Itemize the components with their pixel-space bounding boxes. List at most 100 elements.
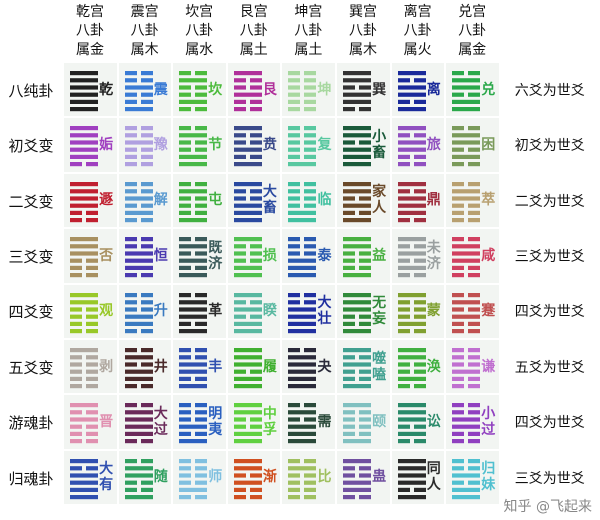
yin-line bbox=[179, 237, 192, 242]
yin-line bbox=[343, 432, 355, 437]
yin-line bbox=[195, 107, 208, 112]
yin-line bbox=[140, 133, 153, 138]
hexagram-cell: 复 bbox=[281, 117, 336, 173]
yin-line bbox=[179, 251, 192, 256]
yang-line bbox=[70, 99, 98, 104]
hexagram-name: 涣 bbox=[426, 358, 441, 375]
column-header: 属水 bbox=[185, 42, 214, 58]
yin-line bbox=[397, 314, 410, 319]
hexagram bbox=[124, 237, 153, 278]
yang-line bbox=[452, 473, 481, 478]
yang-line bbox=[343, 348, 371, 353]
yin-line bbox=[124, 439, 137, 444]
yang-line bbox=[124, 432, 153, 437]
watermark: 知乎 @飞起来 bbox=[503, 499, 592, 515]
yin-line bbox=[195, 147, 208, 153]
yin-line bbox=[397, 328, 410, 333]
yin-line bbox=[304, 251, 317, 256]
row-label: 二爻变 bbox=[8, 192, 54, 211]
yin-line bbox=[397, 306, 410, 312]
yin-line bbox=[124, 99, 137, 104]
hexagram-name: 贲 bbox=[262, 137, 277, 154]
yang-line bbox=[179, 217, 208, 222]
yang-line bbox=[397, 348, 426, 353]
yin-line bbox=[452, 376, 465, 381]
row-note: 初爻为世爻 bbox=[514, 138, 585, 155]
yin-line bbox=[288, 251, 301, 256]
yin-line bbox=[413, 306, 426, 312]
yin-line bbox=[70, 306, 82, 312]
yin-line bbox=[452, 348, 465, 353]
yin-line bbox=[413, 162, 426, 167]
yin-line bbox=[343, 355, 355, 360]
hexagram bbox=[288, 126, 317, 167]
hexagram-name: 小畜 bbox=[372, 129, 387, 162]
yang-line bbox=[124, 210, 153, 215]
hexagram bbox=[179, 237, 208, 278]
yin-line bbox=[359, 314, 371, 319]
yang-line bbox=[70, 458, 98, 463]
yang-line bbox=[233, 203, 262, 208]
yin-line bbox=[179, 85, 192, 90]
yin-line bbox=[179, 147, 192, 153]
yin-line bbox=[413, 369, 426, 374]
yang-line bbox=[124, 265, 153, 271]
hexagram bbox=[452, 181, 481, 222]
yin-line bbox=[304, 92, 317, 97]
column-header: 巽宫 bbox=[349, 4, 377, 20]
hexagram-name: 家人 bbox=[372, 184, 387, 217]
row-label: 归魂卦 bbox=[8, 469, 54, 488]
yin-line bbox=[140, 299, 153, 304]
hexagram-name: 明夷 bbox=[208, 406, 223, 439]
yang-line bbox=[124, 465, 153, 471]
yang-line bbox=[452, 258, 481, 263]
yang-line bbox=[70, 85, 98, 90]
column-header: 属金 bbox=[458, 42, 487, 58]
yang-line bbox=[397, 210, 426, 215]
hexagram bbox=[179, 403, 208, 444]
yin-line bbox=[140, 237, 153, 242]
yang-line bbox=[233, 181, 262, 186]
yin-line bbox=[233, 78, 246, 83]
hexagram bbox=[343, 292, 371, 333]
hexagram bbox=[124, 348, 153, 389]
hexagram-cell: 中孚 bbox=[226, 394, 282, 450]
hexagram bbox=[124, 292, 153, 333]
yin-line bbox=[86, 328, 98, 333]
yin-line bbox=[140, 292, 153, 297]
hexagram-cell: 咸 bbox=[445, 228, 500, 284]
yin-line bbox=[124, 384, 137, 389]
hexagram-name: 坤 bbox=[317, 81, 332, 98]
yin-line bbox=[233, 417, 246, 422]
yin-line bbox=[468, 237, 481, 242]
hexagram-name: 泰 bbox=[317, 247, 332, 264]
column-header: 属木 bbox=[130, 42, 159, 58]
yang-line bbox=[397, 403, 426, 408]
yin-line bbox=[343, 85, 355, 90]
hexagram-name: 困 bbox=[481, 137, 496, 154]
yin-line bbox=[468, 439, 481, 444]
hexagram-name: 蹇 bbox=[481, 303, 496, 320]
hexagram-name: 艮 bbox=[262, 81, 277, 98]
yang-line bbox=[179, 162, 208, 167]
hexagram-cell: 否 bbox=[63, 228, 118, 284]
hexagram bbox=[452, 403, 481, 444]
yin-line bbox=[140, 403, 153, 408]
yin-line bbox=[124, 147, 137, 153]
yin-line bbox=[452, 147, 465, 153]
yin-line bbox=[452, 71, 465, 76]
hexagram-name: 既济 bbox=[208, 239, 223, 272]
hexagram-name: 师 bbox=[208, 469, 223, 486]
yang-line bbox=[233, 71, 262, 76]
hexagram bbox=[288, 403, 317, 444]
yin-line bbox=[179, 473, 192, 478]
yang-line bbox=[452, 196, 481, 201]
yin-line bbox=[179, 458, 192, 463]
yin-line bbox=[70, 432, 82, 437]
yang-line bbox=[452, 107, 481, 112]
hexagram-cell: 贲 bbox=[226, 117, 282, 173]
yin-line bbox=[304, 188, 317, 194]
yang-line bbox=[233, 237, 262, 242]
hexagram bbox=[124, 458, 153, 499]
hexagram-name: 否 bbox=[99, 247, 114, 264]
